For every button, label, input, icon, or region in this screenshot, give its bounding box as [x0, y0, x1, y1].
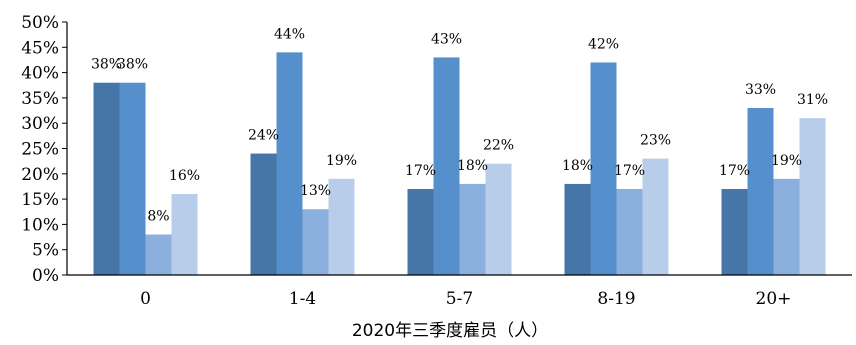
- x-category-label: 20+: [756, 289, 792, 309]
- bar: [564, 183, 591, 275]
- bar: [433, 57, 460, 275]
- y-tick-label: 15%: [21, 190, 59, 210]
- bar-data-label: 22%: [483, 138, 514, 154]
- bar-data-label: 44%: [274, 26, 305, 42]
- x-category-label: 5-7: [446, 289, 473, 309]
- bar-data-label: 18%: [562, 158, 593, 174]
- x-category-label: 0: [140, 289, 151, 309]
- bar: [799, 118, 826, 275]
- bar-data-label: 17%: [405, 163, 436, 179]
- bar: [590, 62, 617, 276]
- y-tick-label: 35%: [21, 89, 59, 109]
- bar-data-label: 42%: [588, 36, 619, 52]
- bar: [119, 82, 146, 275]
- bar: [328, 178, 355, 275]
- bar-data-label: 17%: [614, 163, 645, 179]
- bar-data-label: 16%: [169, 168, 200, 184]
- bar-data-label: 19%: [771, 153, 802, 169]
- y-tick-label: 10%: [21, 215, 59, 235]
- y-axis-ticks: 0% 5% 10% 15% 20% 25% 30% 35% 40% 45% 50%: [21, 13, 67, 286]
- bar-data-label: 31%: [797, 92, 828, 108]
- bar-data-label: 19%: [326, 153, 357, 169]
- x-category-label: 8-19: [597, 289, 635, 309]
- y-tick-label: 50%: [21, 13, 59, 33]
- y-tick-label: 45%: [21, 38, 59, 58]
- bar: [276, 52, 303, 275]
- bar: [616, 188, 643, 275]
- bar: [721, 188, 748, 275]
- bar: [642, 158, 669, 275]
- bar-data-label: 8%: [147, 209, 169, 225]
- bars: [93, 52, 826, 276]
- bar: [773, 178, 800, 275]
- bar: [459, 183, 486, 275]
- x-category-label: 1-4: [289, 289, 316, 309]
- bar: [250, 153, 277, 275]
- x-axis-categories: 0 1-4 5-7 8-19 20+: [140, 289, 791, 309]
- bar-data-label: 38%: [91, 57, 122, 73]
- x-axis-label: 2020年三季度雇员（人）: [352, 321, 548, 341]
- bar: [145, 234, 172, 275]
- axes: [66, 22, 852, 276]
- bar-data-label: 24%: [248, 128, 279, 144]
- bar-data-label: 33%: [745, 82, 776, 98]
- bar-data-label: 38%: [117, 57, 148, 73]
- y-tick-label: 40%: [21, 64, 59, 84]
- bar-data-label: 13%: [300, 183, 331, 199]
- bar: [302, 209, 329, 275]
- bar-data-label: 23%: [640, 133, 671, 149]
- bar: [93, 82, 120, 275]
- y-tick-label: 20%: [21, 165, 59, 185]
- y-tick-label: 30%: [21, 114, 59, 134]
- bar-data-label: 17%: [719, 163, 750, 179]
- bar-data-label: 18%: [457, 158, 488, 174]
- data-labels: 38%38% 8% 16% 24% 44% 13% 19% 17% 43% 18% 22% 18% 42…: [91, 26, 828, 224]
- y-tick-label: 25%: [21, 140, 59, 160]
- bar: [747, 108, 774, 276]
- y-tick-label: 5%: [32, 241, 59, 261]
- bar: [485, 163, 512, 275]
- bar: [171, 194, 198, 275]
- bar: [407, 188, 434, 275]
- y-tick-label: 0%: [32, 266, 59, 286]
- bar-data-label: 43%: [431, 31, 462, 47]
